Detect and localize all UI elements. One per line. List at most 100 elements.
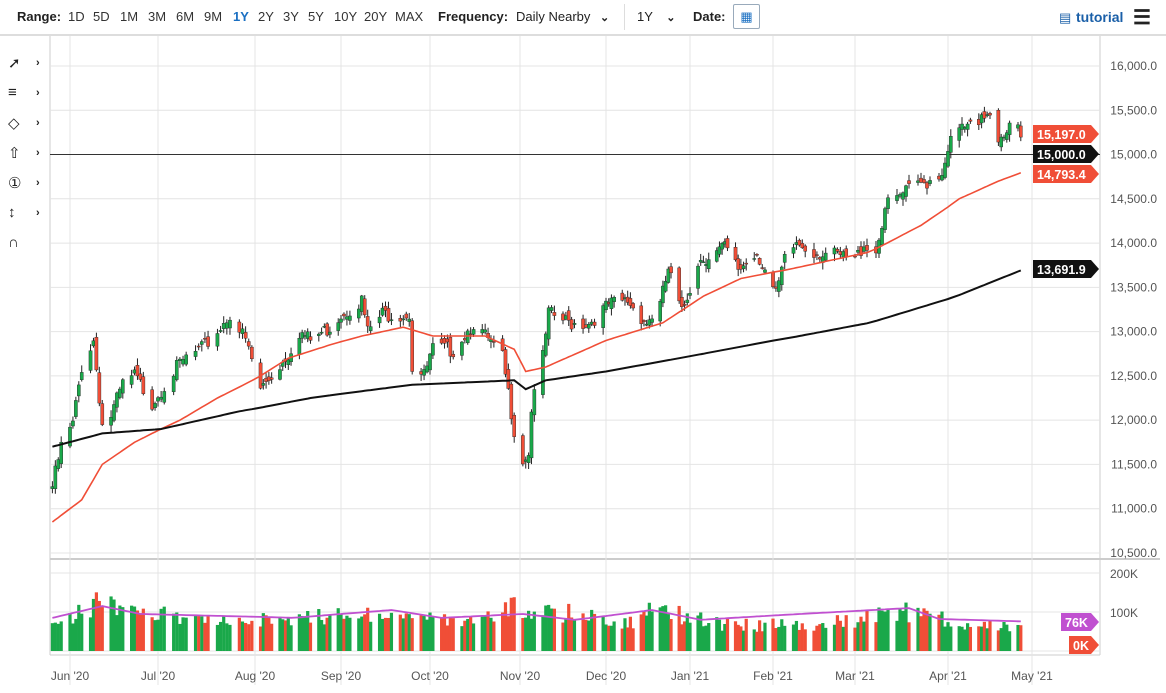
tutorial-link[interactable]: tutorial (1076, 9, 1124, 25)
candle-down (755, 254, 759, 256)
range-1m[interactable]: 1M (120, 9, 139, 24)
candle-up (741, 265, 746, 269)
candle-down (744, 262, 749, 265)
volume-bar (609, 625, 614, 651)
volume-bar (88, 617, 93, 651)
range-max[interactable]: MAX (395, 9, 424, 24)
candle-down (859, 246, 863, 256)
volume-bar (308, 622, 313, 651)
arrow-tool[interactable]: ⇧ › (8, 144, 46, 166)
volume-bar (841, 626, 845, 651)
volume-bar (645, 615, 649, 651)
volume-bar (570, 617, 574, 651)
candle-up (723, 241, 727, 245)
candle-up (777, 280, 781, 292)
candle-up (228, 319, 232, 329)
frequency-dropdown[interactable]: Daily Nearby ⌄ (516, 9, 609, 24)
volume-bar (258, 626, 263, 651)
volume-bar (206, 615, 210, 651)
volume-bar (541, 615, 545, 651)
volume-bar (623, 618, 627, 651)
volume-bar (178, 623, 182, 651)
range-3y[interactable]: 3Y (283, 9, 299, 24)
range-1y[interactable]: 1Y (233, 9, 249, 24)
volume-bar (524, 617, 528, 651)
candle-up (523, 459, 528, 462)
volume-bar (50, 623, 54, 651)
volume-bar (68, 613, 72, 651)
marker-tool[interactable]: ① › (8, 174, 46, 196)
candle-down (150, 389, 154, 410)
volume-bar (363, 614, 367, 651)
magnet-tool[interactable]: ∩ (8, 234, 46, 256)
chevron-right-icon: › (36, 117, 40, 129)
candle-up (465, 330, 470, 344)
x-tick-label: Jun '20 (51, 669, 90, 683)
range-3m[interactable]: 3M (148, 9, 167, 24)
measure-tool[interactable]: ↕ › (8, 204, 46, 226)
volume-bar (755, 631, 759, 651)
candle-up (76, 384, 81, 397)
candle-down (445, 338, 450, 343)
volume-bar (386, 617, 391, 651)
x-tick-label: Oct '20 (411, 669, 449, 683)
shapes-tool[interactable]: ◇ › (8, 114, 46, 136)
volume-bar (339, 613, 343, 651)
volume-bar (815, 625, 819, 651)
candle-down (853, 255, 857, 258)
candle-up (225, 322, 229, 329)
candle-down (308, 336, 313, 341)
trend-line-tool[interactable]: ➚ › (8, 54, 46, 76)
volume-bar (74, 618, 78, 651)
volume-bar (963, 629, 967, 651)
range-6m[interactable]: 6M (176, 9, 195, 24)
volume-bar (94, 592, 98, 651)
volume-bar (521, 617, 525, 651)
range-5y[interactable]: 5Y (308, 9, 324, 24)
candle-down (512, 414, 516, 437)
period-dropdown[interactable]: 1Y ⌄ (637, 9, 676, 24)
range-2y[interactable]: 2Y (258, 9, 274, 24)
range-20y[interactable]: 20Y (364, 9, 388, 24)
volume-bar (564, 618, 568, 651)
candle-up (877, 239, 881, 254)
candle-up (898, 194, 902, 197)
candle-up (317, 333, 321, 336)
range-5d[interactable]: 5D (93, 9, 110, 24)
candle-up (782, 253, 787, 263)
x-tick-label: Sep '20 (321, 669, 362, 683)
volume-bar (489, 617, 493, 651)
menu-icon[interactable]: ☰ (1133, 7, 1151, 29)
range-9m[interactable]: 9M (204, 9, 223, 24)
range-1d[interactable]: 1D (68, 9, 85, 24)
candle-down (669, 266, 673, 274)
candle-down (642, 320, 646, 323)
volume-bar (949, 626, 953, 651)
volume-bar (760, 631, 764, 651)
candle-up (928, 180, 932, 184)
candle-down (733, 246, 738, 261)
candle-down (760, 267, 765, 269)
fibonacci-tool[interactable]: ≡ › (8, 84, 46, 106)
candle-down (264, 377, 268, 382)
volume-bar (300, 615, 304, 651)
volume-bar (193, 614, 198, 651)
candle-up (300, 332, 304, 339)
volume-bar (704, 625, 708, 651)
price-label: 0K (1073, 639, 1089, 653)
candle-up (841, 251, 846, 258)
candle-down (982, 111, 987, 119)
candle-up (401, 318, 406, 321)
volume-tick-label: 100K (1110, 606, 1138, 620)
film-icon[interactable]: ▤ (1059, 10, 1072, 25)
volume-bar (865, 609, 869, 651)
candle-up (999, 136, 1003, 148)
calendar-icon[interactable]: ▦ (733, 4, 760, 29)
candle-up (289, 353, 293, 363)
volume-bar (222, 615, 226, 651)
candle-up (348, 315, 352, 321)
range-10y[interactable]: 10Y (334, 9, 358, 24)
volume-bar (389, 612, 394, 651)
volume-bar (925, 610, 929, 651)
